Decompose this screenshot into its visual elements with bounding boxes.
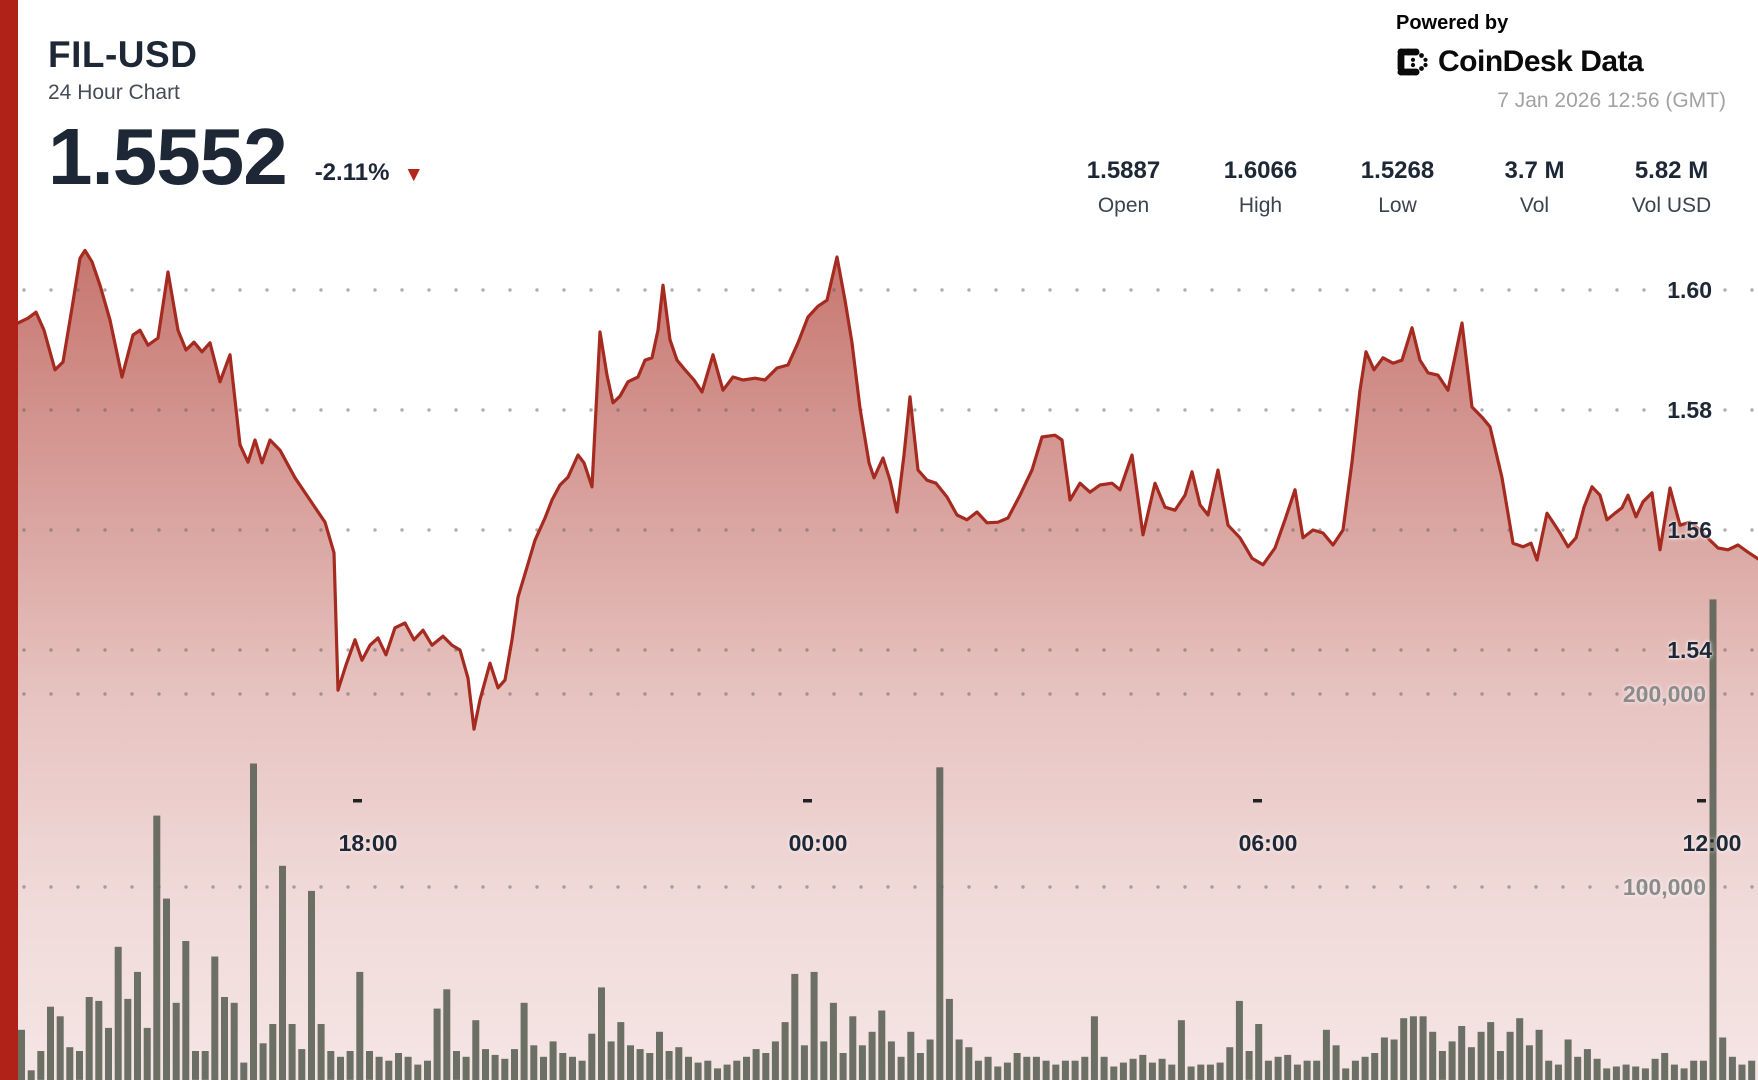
coindesk-brand-row: CoinDesk Data bbox=[1396, 45, 1726, 79]
price-row: 1.5552 -2.11% ▼ bbox=[48, 112, 425, 201]
stat-label: Open bbox=[1097, 194, 1150, 217]
x-axis-time-label: 12:00 bbox=[1682, 830, 1742, 856]
grid-dots bbox=[22, 288, 1754, 889]
stat-high: 1.6066 High bbox=[1192, 157, 1329, 218]
stat-low: 1.5268 Low bbox=[1329, 157, 1466, 218]
x-axis-time-label: 18:00 bbox=[338, 830, 398, 856]
powered-by-block: Powered by CoinDesk Data 7 Jan 2026 12:5… bbox=[1396, 12, 1726, 113]
coindesk-brand-name: CoinDesk Data bbox=[1438, 45, 1644, 78]
stat-vol: 3.7 M Vol bbox=[1466, 157, 1603, 218]
stat-value: 5.82 M bbox=[1634, 157, 1709, 184]
chart-subtitle: 24 Hour Chart bbox=[48, 81, 180, 104]
stat-label: Vol bbox=[1519, 194, 1550, 217]
x-axis-time-label: 00:00 bbox=[788, 830, 848, 856]
chart-timestamp: 7 Jan 2026 12:56 (GMT) bbox=[1497, 89, 1726, 112]
coindesk-logo-icon bbox=[1397, 48, 1428, 76]
header: FIL-USD 24 Hour Chart 1.5552 -2.11% ▼ bbox=[48, 34, 425, 201]
y-axis-volume-label: 100,000 bbox=[1622, 874, 1706, 900]
stat-label: Low bbox=[1378, 194, 1417, 217]
price-down-triangle-icon: ▼ bbox=[403, 163, 425, 186]
price-change-percent: -2.11% bbox=[314, 159, 390, 186]
last-price: 1.5552 bbox=[48, 112, 288, 201]
stat-label: Vol USD bbox=[1631, 194, 1712, 217]
symbol-title: FIL-USD bbox=[48, 34, 198, 75]
y-axis-volume-label: 200,000 bbox=[1622, 681, 1706, 707]
stat-label: High bbox=[1238, 194, 1283, 217]
x-axis-time-label: 06:00 bbox=[1238, 830, 1298, 856]
y-axis-price-label: 1.56 bbox=[1667, 517, 1712, 543]
stat-value: 1.5887 bbox=[1086, 157, 1161, 184]
price-line bbox=[16, 248, 1758, 731]
y-axis-price-label: 1.60 bbox=[1667, 277, 1712, 303]
volume-bars bbox=[18, 599, 1756, 1080]
stat-value: 3.7 M bbox=[1504, 157, 1565, 184]
left-accent-bar bbox=[0, 0, 18, 1080]
powered-by-label: Powered by bbox=[1396, 12, 1509, 34]
ohlc-stats-row: 1.5887 Open 1.6066 High 1.5268 Low 3.7 M Vol 5.8… bbox=[1055, 157, 1740, 218]
y-axis-price-label: 1.58 bbox=[1667, 397, 1712, 423]
y-axis-price-label: 1.54 bbox=[1667, 637, 1712, 663]
time-tick-marks bbox=[353, 799, 1706, 803]
stat-value: 1.5268 bbox=[1360, 157, 1435, 184]
stat-value: 1.6066 bbox=[1223, 157, 1298, 184]
stat-vol-usd: 5.82 M Vol USD bbox=[1603, 157, 1740, 218]
stat-open: 1.5887 Open bbox=[1055, 157, 1192, 218]
price-area-fill bbox=[18, 250, 1758, 1080]
